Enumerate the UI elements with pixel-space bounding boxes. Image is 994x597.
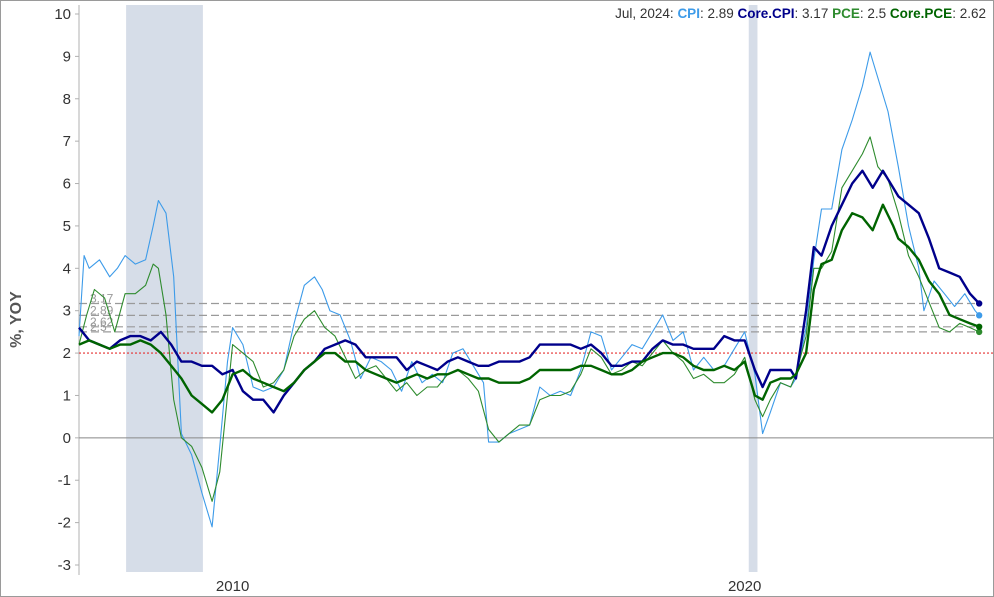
legend-cpi-label: CPI	[677, 6, 700, 21]
legend-pce-value: 2.5	[867, 6, 887, 21]
x-tick-label: 2020	[728, 578, 761, 595]
y-tick-label: 10	[54, 6, 71, 23]
legend-core-cpi-label: Core.CPI	[737, 6, 795, 21]
legend: Jul, 2024: CPI: 2.89 Core.CPI: 3.17 PCE:…	[615, 6, 986, 21]
y-tick-label: -2	[58, 515, 71, 532]
legend-core-cpi-value: 3.17	[802, 6, 829, 21]
y-tick-label: -1	[58, 472, 71, 489]
latest-value-label: 3.17	[90, 291, 114, 305]
legend-core-pce-value: 2.62	[959, 6, 986, 21]
recession-band-1	[748, 5, 758, 572]
latest-value-label: 2.5	[90, 320, 107, 334]
y-axis-label: %, YOY	[8, 291, 25, 348]
series-end-marker-pce	[975, 328, 983, 336]
y-tick-label: 5	[63, 218, 71, 235]
latest-value-label: 2.62	[90, 315, 114, 329]
y-tick-label: -3	[58, 557, 71, 574]
y-tick-label: 8	[63, 91, 71, 108]
legend-pce-label: PCE	[832, 6, 860, 21]
y-tick-label: 3	[63, 303, 71, 320]
y-tick-label: 9	[63, 48, 71, 65]
y-tick-label: 4	[63, 260, 71, 277]
series-line-cpi	[78, 51, 980, 528]
legend-date: Jul, 2024	[615, 6, 670, 21]
series-end-marker-cpi	[975, 312, 983, 319]
series-line-core-cpi	[78, 169, 981, 414]
y-tick-label: 1	[63, 387, 71, 404]
y-tick-label: 0	[63, 430, 71, 447]
x-tick-label: 2010	[216, 578, 249, 595]
series-end-marker-core-cpi	[975, 300, 983, 307]
legend-core-pce-label: Core.PCE	[889, 6, 953, 21]
legend-cpi-value: 2.89	[707, 6, 734, 21]
y-tick-label: 7	[63, 133, 71, 150]
series-line-core-pce	[78, 203, 980, 414]
recession-band-0	[126, 5, 203, 572]
y-tick-label: 2	[63, 345, 71, 362]
series-end-marker-core-pce	[975, 323, 983, 330]
series-line-pce	[78, 136, 980, 502]
y-tick-label: 6	[63, 176, 71, 193]
